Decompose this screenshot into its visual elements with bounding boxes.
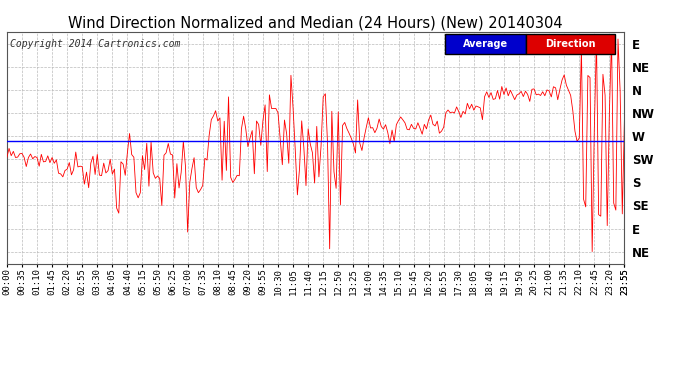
FancyBboxPatch shape (445, 34, 526, 54)
Text: Copyright 2014 Cartronics.com: Copyright 2014 Cartronics.com (10, 39, 180, 49)
Text: Direction: Direction (545, 39, 595, 49)
Text: Average: Average (463, 39, 508, 49)
Title: Wind Direction Normalized and Median (24 Hours) (New) 20140304: Wind Direction Normalized and Median (24… (68, 16, 563, 31)
FancyBboxPatch shape (526, 34, 615, 54)
